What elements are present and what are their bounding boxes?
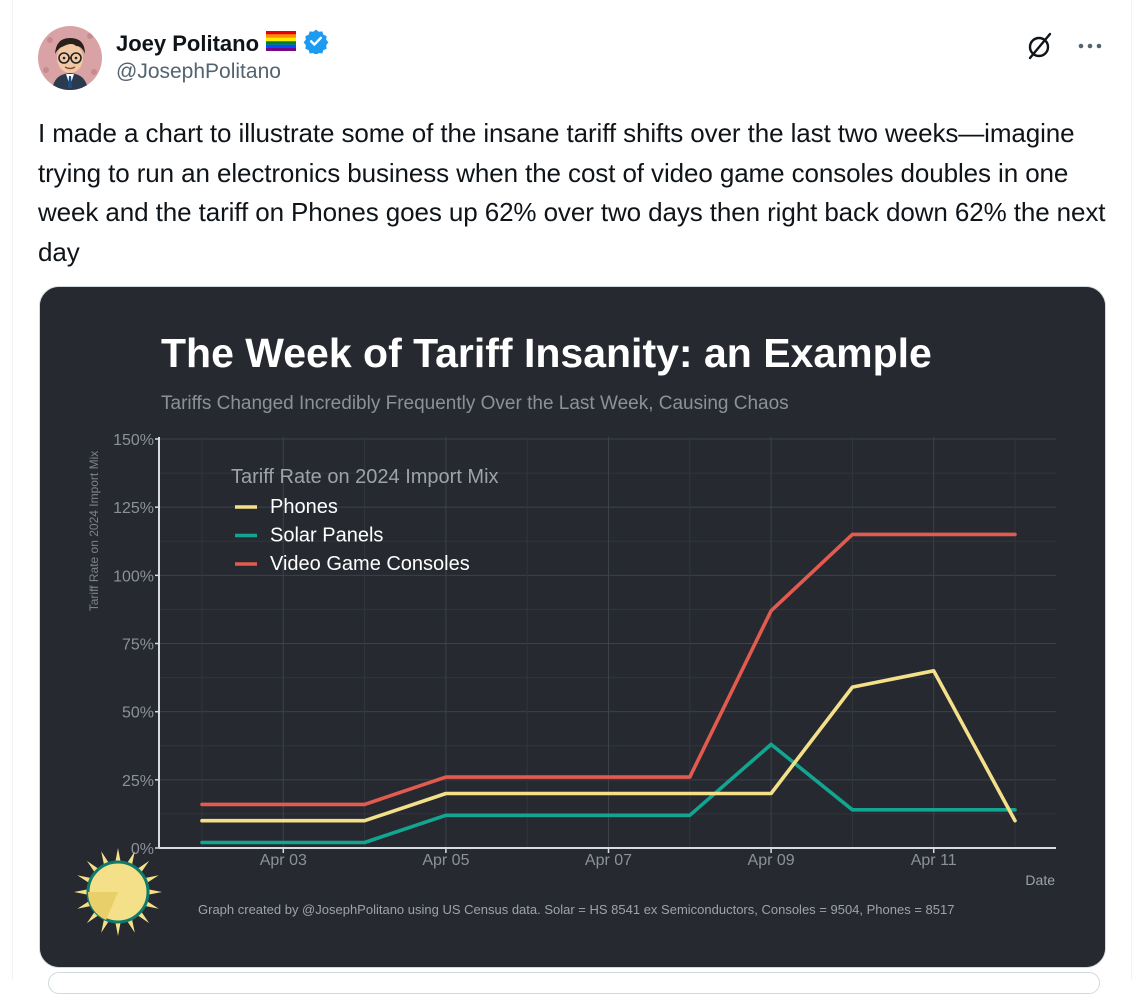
sun-ray [101,918,110,933]
legend-title: Tariff Rate on 2024 Import Mix [231,466,499,488]
series-lines [200,532,1017,845]
x-tick-label: Apr 11 [911,852,957,869]
y-tick-label: 0% [131,841,154,858]
legend-label: Phones [270,496,338,518]
y-tick-label: 100% [113,568,154,585]
gridlines [159,437,1056,849]
y-tick-label: 150% [113,432,154,449]
x-tick-label: Apr 05 [422,852,469,869]
legend-label: Solar Panels [270,525,383,547]
legend-label: Video Game Consoles [270,553,470,575]
y-ticks: 0% 25% 50% 75% 100% 125% 150% [113,432,159,858]
quoted-card-edge[interactable] [48,972,1100,994]
more-options-icon[interactable] [1070,32,1110,60]
chart-svg: The Week of Tariff Insanity: an Example … [40,287,1105,967]
timeline-border-left [12,0,13,980]
grok-icon[interactable] [1024,30,1056,62]
author-handle[interactable]: @JosephPolitano [116,60,281,83]
sun-ray [126,918,135,933]
legend: Tariff Rate on 2024 Import Mix Phones Sol… [231,466,499,575]
sun-ray [126,851,135,866]
y-tick-label: 50% [122,705,154,722]
sun-ray [77,875,92,884]
sun-ray [144,875,159,884]
post-media-chart[interactable]: The Week of Tariff Insanity: an Example … [39,286,1106,968]
x-tick-label: Apr 09 [748,852,795,869]
sun-ray [77,900,92,909]
x-axis-label: Date [1025,872,1055,888]
y-tick-label: 25% [122,773,154,790]
x-ticks: Apr 03 Apr 05 Apr 07 Apr 09 Apr 11 [260,848,957,869]
axes [158,437,1056,849]
verified-badge-icon[interactable] [303,28,329,59]
sun-ray [74,889,89,895]
chart-subtitle: Tariffs Changed Incredibly Frequently Ov… [161,393,789,414]
sun-ray [144,900,159,909]
series-line-solar-panels [200,742,1017,845]
sun-ray [115,848,121,863]
x-tick-label: Apr 03 [260,852,307,869]
sun-ray [147,889,162,895]
chart-caption: Graph created by @JosephPolitano using U… [198,902,954,917]
series-line-phones [200,668,1017,823]
sun-logo-icon [74,848,162,936]
author-name-row[interactable]: Joey Politano [116,28,329,59]
y-tick-label: 125% [113,500,154,517]
rainbow-flag-icon [265,30,298,57]
y-axis-label: Tariff Rate on 2024 Import Mix [87,451,101,612]
avatar[interactable] [38,26,102,90]
series-line-video-game-consoles [200,532,1017,807]
x-tick-label: Apr 07 [585,852,632,869]
sun-ray [115,921,121,936]
chart-title: The Week of Tariff Insanity: an Example [161,330,932,376]
sun-ray [101,851,110,866]
post-text: I made a chart to illustrate some of the… [38,118,1106,267]
display-name[interactable]: Joey Politano [116,30,260,56]
y-tick-label: 75% [122,637,154,654]
